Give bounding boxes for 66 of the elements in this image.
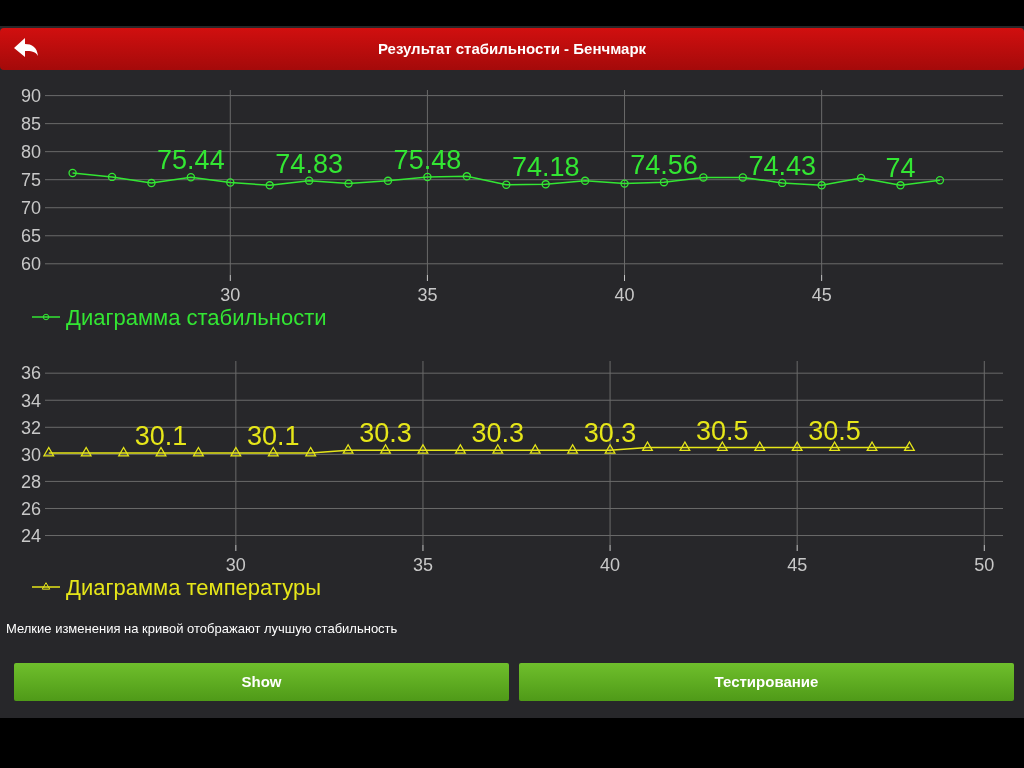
data-label: 74.83 <box>275 148 343 179</box>
data-label: 74.56 <box>630 150 698 181</box>
point <box>620 179 629 188</box>
y-tick-label: 85 <box>20 113 41 134</box>
legend-label: Диаграмма температуры <box>66 574 321 600</box>
x-tick-label: 35 <box>412 555 433 575</box>
point <box>817 181 826 190</box>
data-label: 30.3 <box>359 418 412 449</box>
x-tick-label: 30 <box>220 285 241 305</box>
point <box>856 173 866 183</box>
point <box>896 181 905 190</box>
point <box>68 168 77 178</box>
point <box>580 176 590 186</box>
y-tick-label: 26 <box>20 498 41 519</box>
point <box>738 173 748 182</box>
y-tick-label: 80 <box>20 141 41 162</box>
point <box>226 178 235 187</box>
legend-label: Диаграмма стабильности <box>66 304 327 330</box>
data-label: 75.44 <box>157 145 225 176</box>
text: Show <box>241 673 282 691</box>
y-tick-label: 32 <box>20 417 41 438</box>
x-tick-label: 50 <box>974 555 995 575</box>
point <box>147 178 156 188</box>
data-label: 74.43 <box>748 150 817 181</box>
point <box>423 172 432 182</box>
x-tick-label: 40 <box>614 285 635 305</box>
x-tick-label: 35 <box>417 285 438 305</box>
point <box>699 173 708 182</box>
point <box>502 180 511 189</box>
x-tick-label: 40 <box>600 555 621 575</box>
data-label: 75.48 <box>393 145 462 176</box>
data-label: 30.1 <box>246 421 300 451</box>
point <box>304 176 314 185</box>
y-tick-label: 30 <box>20 444 41 465</box>
point <box>265 181 274 190</box>
y-tick-label: 36 <box>20 363 41 384</box>
y-tick-label: 34 <box>20 390 41 411</box>
data-label: 30.3 <box>471 418 525 449</box>
point <box>186 173 196 182</box>
data-label: 30.3 <box>583 418 637 449</box>
chart-title: Результат стабильности - Бенчмарк <box>377 40 647 58</box>
data-label: 30.5 <box>696 415 749 446</box>
x-tick-label: 45 <box>811 285 832 305</box>
y-tick-label: 70 <box>20 198 41 219</box>
x-tick-label: 30 <box>225 555 246 575</box>
data-label: 30.5 <box>808 415 861 446</box>
y-tick-label: 65 <box>20 226 41 247</box>
data-label: 30.1 <box>134 421 188 451</box>
y-tick-label: 24 <box>20 525 41 546</box>
y-tick-label: 75 <box>20 170 41 190</box>
y-tick-label: 60 <box>20 254 41 275</box>
point <box>935 176 945 185</box>
y-tick-label: 90 <box>20 85 41 106</box>
text: Мелкие изменения на кривой отображают лучшую стабильность <box>6 620 398 636</box>
point <box>344 179 353 188</box>
point <box>383 176 393 186</box>
text: Тестирование <box>714 673 819 691</box>
data-label: 74.18 <box>511 152 580 183</box>
point <box>107 172 117 182</box>
point <box>541 180 550 189</box>
point <box>462 172 472 181</box>
y-tick-label: 28 <box>20 471 41 492</box>
point <box>778 178 787 188</box>
point <box>659 177 669 187</box>
x-tick-label: 45 <box>787 555 808 575</box>
data-label: 74 <box>885 153 916 184</box>
